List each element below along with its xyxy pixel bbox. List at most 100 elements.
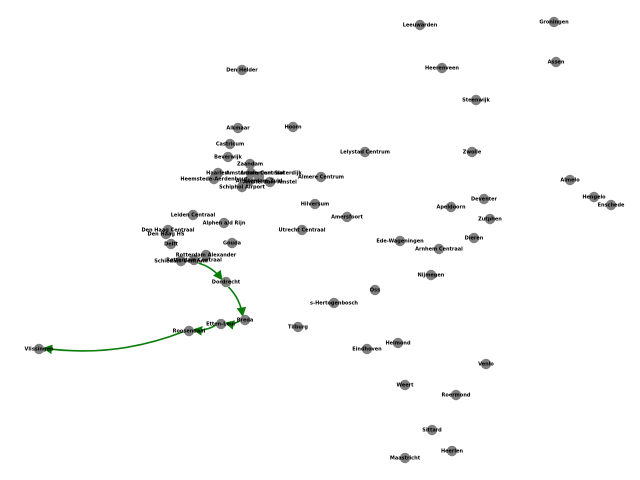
station-node-lelystad-centrum[interactable] xyxy=(359,146,371,158)
station-node-s-hertogenbosch[interactable] xyxy=(328,297,340,309)
station-label-haarlem: Haarlem xyxy=(206,171,230,177)
station-node-zwolle[interactable] xyxy=(466,146,478,158)
station-label-almere-centrum: Almere Centrum xyxy=(298,175,344,181)
station-node-nijmegen[interactable] xyxy=(425,269,437,281)
station-node-hoorn[interactable] xyxy=(287,121,299,133)
station-label-den-haag-hs: Den Haag HS xyxy=(148,232,185,238)
station-node-beverwijk[interactable] xyxy=(222,151,234,163)
station-node-oss[interactable] xyxy=(369,284,381,296)
station-label-hoorn: Hoorn xyxy=(284,125,302,131)
station-label-arnhem-centraal: Arnhem Centraal xyxy=(415,247,463,253)
station-label-almelo: Almelo xyxy=(560,178,580,184)
station-label-dieren: Dieren xyxy=(465,236,484,242)
station-node-leiden-centraal[interactable] xyxy=(187,209,199,221)
station-node-den-haag-hs[interactable] xyxy=(160,228,172,240)
station-node-almelo[interactable] xyxy=(564,174,576,186)
station-node-rotterdam-alexander[interactable] xyxy=(200,249,212,261)
station-node-rotterdam-centraal[interactable] xyxy=(188,254,200,266)
station-label-den-helder: Den Helder xyxy=(226,68,258,74)
station-node-weert[interactable] xyxy=(399,379,411,391)
station-label-hilversum: Hilversum xyxy=(301,202,329,208)
station-node-heerlen[interactable] xyxy=(446,445,458,457)
station-node-groningen[interactable] xyxy=(548,16,560,28)
station-label-zaandam: Zaandam xyxy=(237,162,263,168)
station-node-etten-leur[interactable] xyxy=(215,318,227,330)
station-node-hengelo[interactable] xyxy=(588,191,600,203)
station-node-almere-centrum[interactable] xyxy=(315,171,327,183)
station-node-utrecht-centraal[interactable] xyxy=(296,224,308,236)
station-node-venlo[interactable] xyxy=(480,358,492,370)
station-node-roosendaal[interactable] xyxy=(183,325,195,337)
station-label-utrecht-centraal: Utrecht Centraal xyxy=(279,228,326,234)
station-label-amsterdam-amstel: Amsterdam Amstel xyxy=(243,180,297,186)
station-node-amsterdam-amstel[interactable] xyxy=(264,176,276,188)
station-node-deventer[interactable] xyxy=(478,193,490,205)
station-label-leiden-centraal: Leiden Centraal xyxy=(171,213,216,219)
station-label-beverwijk: Beverwijk xyxy=(214,155,242,161)
station-node-eindhoven[interactable] xyxy=(361,343,373,355)
station-node-assen[interactable] xyxy=(550,56,562,68)
station-node-sittard[interactable] xyxy=(426,424,438,436)
station-label-etten-leur: Etten-Leur xyxy=(206,322,236,328)
station-label-amsterdam-sloterdijk: Amsterdam Sloterdijk xyxy=(240,171,302,177)
route-segment-dordrecht-to-breda xyxy=(227,286,247,317)
route-segment-breda-to-etten-leur xyxy=(224,320,241,330)
station-node-ede-wageningen[interactable] xyxy=(394,235,406,247)
station-node-dieren[interactable] xyxy=(468,232,480,244)
station-node-schiedam-centrum[interactable] xyxy=(175,255,187,267)
station-label-roosendaal: Roosendaal xyxy=(173,329,206,335)
station-label-nijmegen: Nijmegen xyxy=(418,273,445,279)
station-label-apeldoorn: Apeldoorn xyxy=(436,205,465,211)
station-label-sittard: Sittard xyxy=(422,428,442,434)
station-node-vlissingen[interactable] xyxy=(33,343,45,355)
station-node-heerenveen[interactable] xyxy=(436,62,448,74)
station-label-breda: Breda xyxy=(237,318,254,324)
station-node-apeldoorn[interactable] xyxy=(445,201,457,213)
station-label-groningen: Groningen xyxy=(539,20,569,26)
station-node-breda[interactable] xyxy=(239,314,251,326)
station-node-alphen-ad-rijn[interactable] xyxy=(218,217,230,229)
station-label-amsterdam-zuid: Amsterdam Zuid xyxy=(236,179,283,185)
station-node-amersfoort[interactable] xyxy=(341,211,353,223)
station-node-zutphen[interactable] xyxy=(484,213,496,225)
station-label-zutphen: Zutphen xyxy=(478,217,502,223)
station-node-maastricht[interactable] xyxy=(399,452,411,464)
station-node-roermond[interactable] xyxy=(450,389,462,401)
station-label-heerlen: Heerlen xyxy=(441,449,464,455)
station-node-den-helder[interactable] xyxy=(236,64,248,76)
station-node-arnhem-centraal[interactable] xyxy=(433,243,445,255)
station-label-alphen-ad-rijn: Alphen a/d Rijn xyxy=(203,221,246,227)
station-label-leeuwarden: Leeuwarden xyxy=(403,23,438,29)
station-node-steenwijk[interactable] xyxy=(470,94,482,106)
station-node-alkmaar[interactable] xyxy=(232,122,244,134)
station-node-zaandam[interactable] xyxy=(244,158,256,170)
route-segment-etten-leur-to-roosendaal xyxy=(192,324,217,336)
station-node-amsterdam-sloterdijk[interactable] xyxy=(253,171,265,183)
label-layer: Leeuwarden Groningen Assen Heerenveen Den He… xyxy=(24,20,625,462)
station-label-schiedam-centrum: Schiedam Centrum xyxy=(154,259,207,265)
station-node-delft[interactable] xyxy=(165,238,177,250)
station-label-delft: Delft xyxy=(164,242,178,248)
station-node-gouda[interactable] xyxy=(226,237,238,249)
station-label-lelystad-centrum: Lelystad Centrum xyxy=(340,150,390,156)
route-segment-roosendaal-to-vlissingen xyxy=(42,330,184,355)
station-label-enschede: Enschede xyxy=(598,203,625,209)
station-node-amsterdam-zuid[interactable] xyxy=(243,175,255,187)
station-label-steenwijk: Steenwijk xyxy=(462,98,490,104)
station-node-castricum[interactable] xyxy=(224,138,236,150)
station-node-hilversum[interactable] xyxy=(309,198,321,210)
station-node-schiphol-airport[interactable] xyxy=(236,181,248,193)
station-label-schiphol-airport: Schiphol Airport xyxy=(219,185,265,191)
station-label-heerenveen: Heerenveen xyxy=(425,66,459,72)
station-node-dordrecht[interactable] xyxy=(220,276,232,288)
station-node-amsterdam-centraal[interactable] xyxy=(245,167,257,179)
station-label-oss: Oss xyxy=(370,288,380,294)
station-node-helmond[interactable] xyxy=(392,337,404,349)
station-node-heemstede-aerdenhout[interactable] xyxy=(208,173,220,185)
station-node-leeuwarden[interactable] xyxy=(414,19,426,31)
station-label-maastricht: Maastricht xyxy=(390,456,421,462)
station-node-tilburg[interactable] xyxy=(292,321,304,333)
station-label-gouda: Gouda xyxy=(223,241,241,247)
station-node-enschede[interactable] xyxy=(605,199,617,211)
